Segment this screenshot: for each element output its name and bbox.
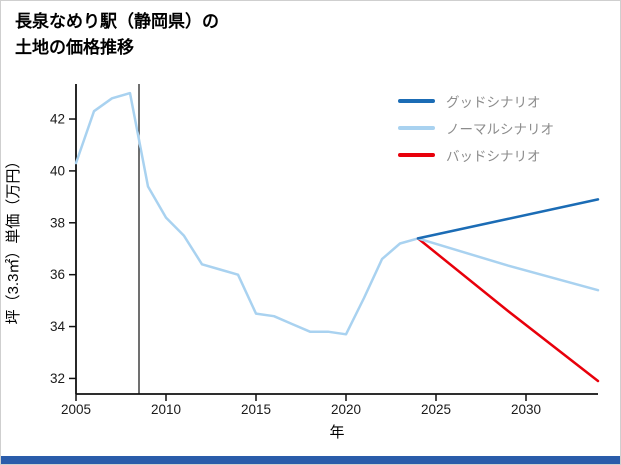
x-tick-label: 2020 [331, 402, 361, 417]
page-title: 長泉なめり駅（静岡県）の 土地の価格推移 [15, 9, 219, 62]
x-axis-title: 年 [329, 424, 344, 441]
y-tick-label: 42 [50, 112, 65, 127]
y-tick-label: 36 [50, 267, 65, 282]
legend-label-bad: バッドシナリオ [446, 149, 541, 164]
x-tick-label: 2030 [511, 402, 541, 417]
legend-line-swatch-normal [398, 126, 435, 130]
page-title-line2: 土地の価格推移 [15, 38, 134, 58]
legend-line-swatch-bad [398, 153, 435, 157]
y-axis-title: 坪（3.3㎡）単価（万円） [5, 154, 22, 325]
y-tick-label: 32 [50, 371, 65, 386]
page-title-line1: 長泉なめり駅（静岡県）の [15, 12, 219, 31]
x-tick-label: 2025 [421, 402, 451, 417]
footer-accent-bar [1, 456, 620, 464]
series-bad [416, 237, 600, 383]
series-history [74, 91, 420, 336]
chart-legend: グッドシナリオ ノーマルシナリオ バッドシナリオ [398, 93, 554, 164]
x-tick-label: 2015 [241, 402, 271, 417]
legend-label-normal: ノーマルシナリオ [446, 122, 554, 137]
series-normal [416, 237, 600, 292]
series-good [416, 198, 600, 240]
land-price-trend-chart: 32 34 36 38 40 42 2005 2010 2015 2020 2025 2030 年 坪（3… [5, 84, 600, 441]
y-tick-label: 34 [50, 319, 66, 334]
y-tick-label: 38 [50, 215, 65, 230]
x-tick-label: 2005 [61, 402, 91, 417]
legend-line-swatch-good [398, 99, 435, 103]
y-tick-label: 40 [50, 163, 65, 178]
legend-label-good: グッドシナリオ [446, 95, 541, 110]
x-tick-label: 2010 [151, 402, 181, 417]
legend-item-good: グッドシナリオ [398, 93, 554, 110]
legend-item-bad: バッドシナリオ [398, 147, 554, 164]
legend-item-normal: ノーマルシナリオ [398, 120, 554, 137]
